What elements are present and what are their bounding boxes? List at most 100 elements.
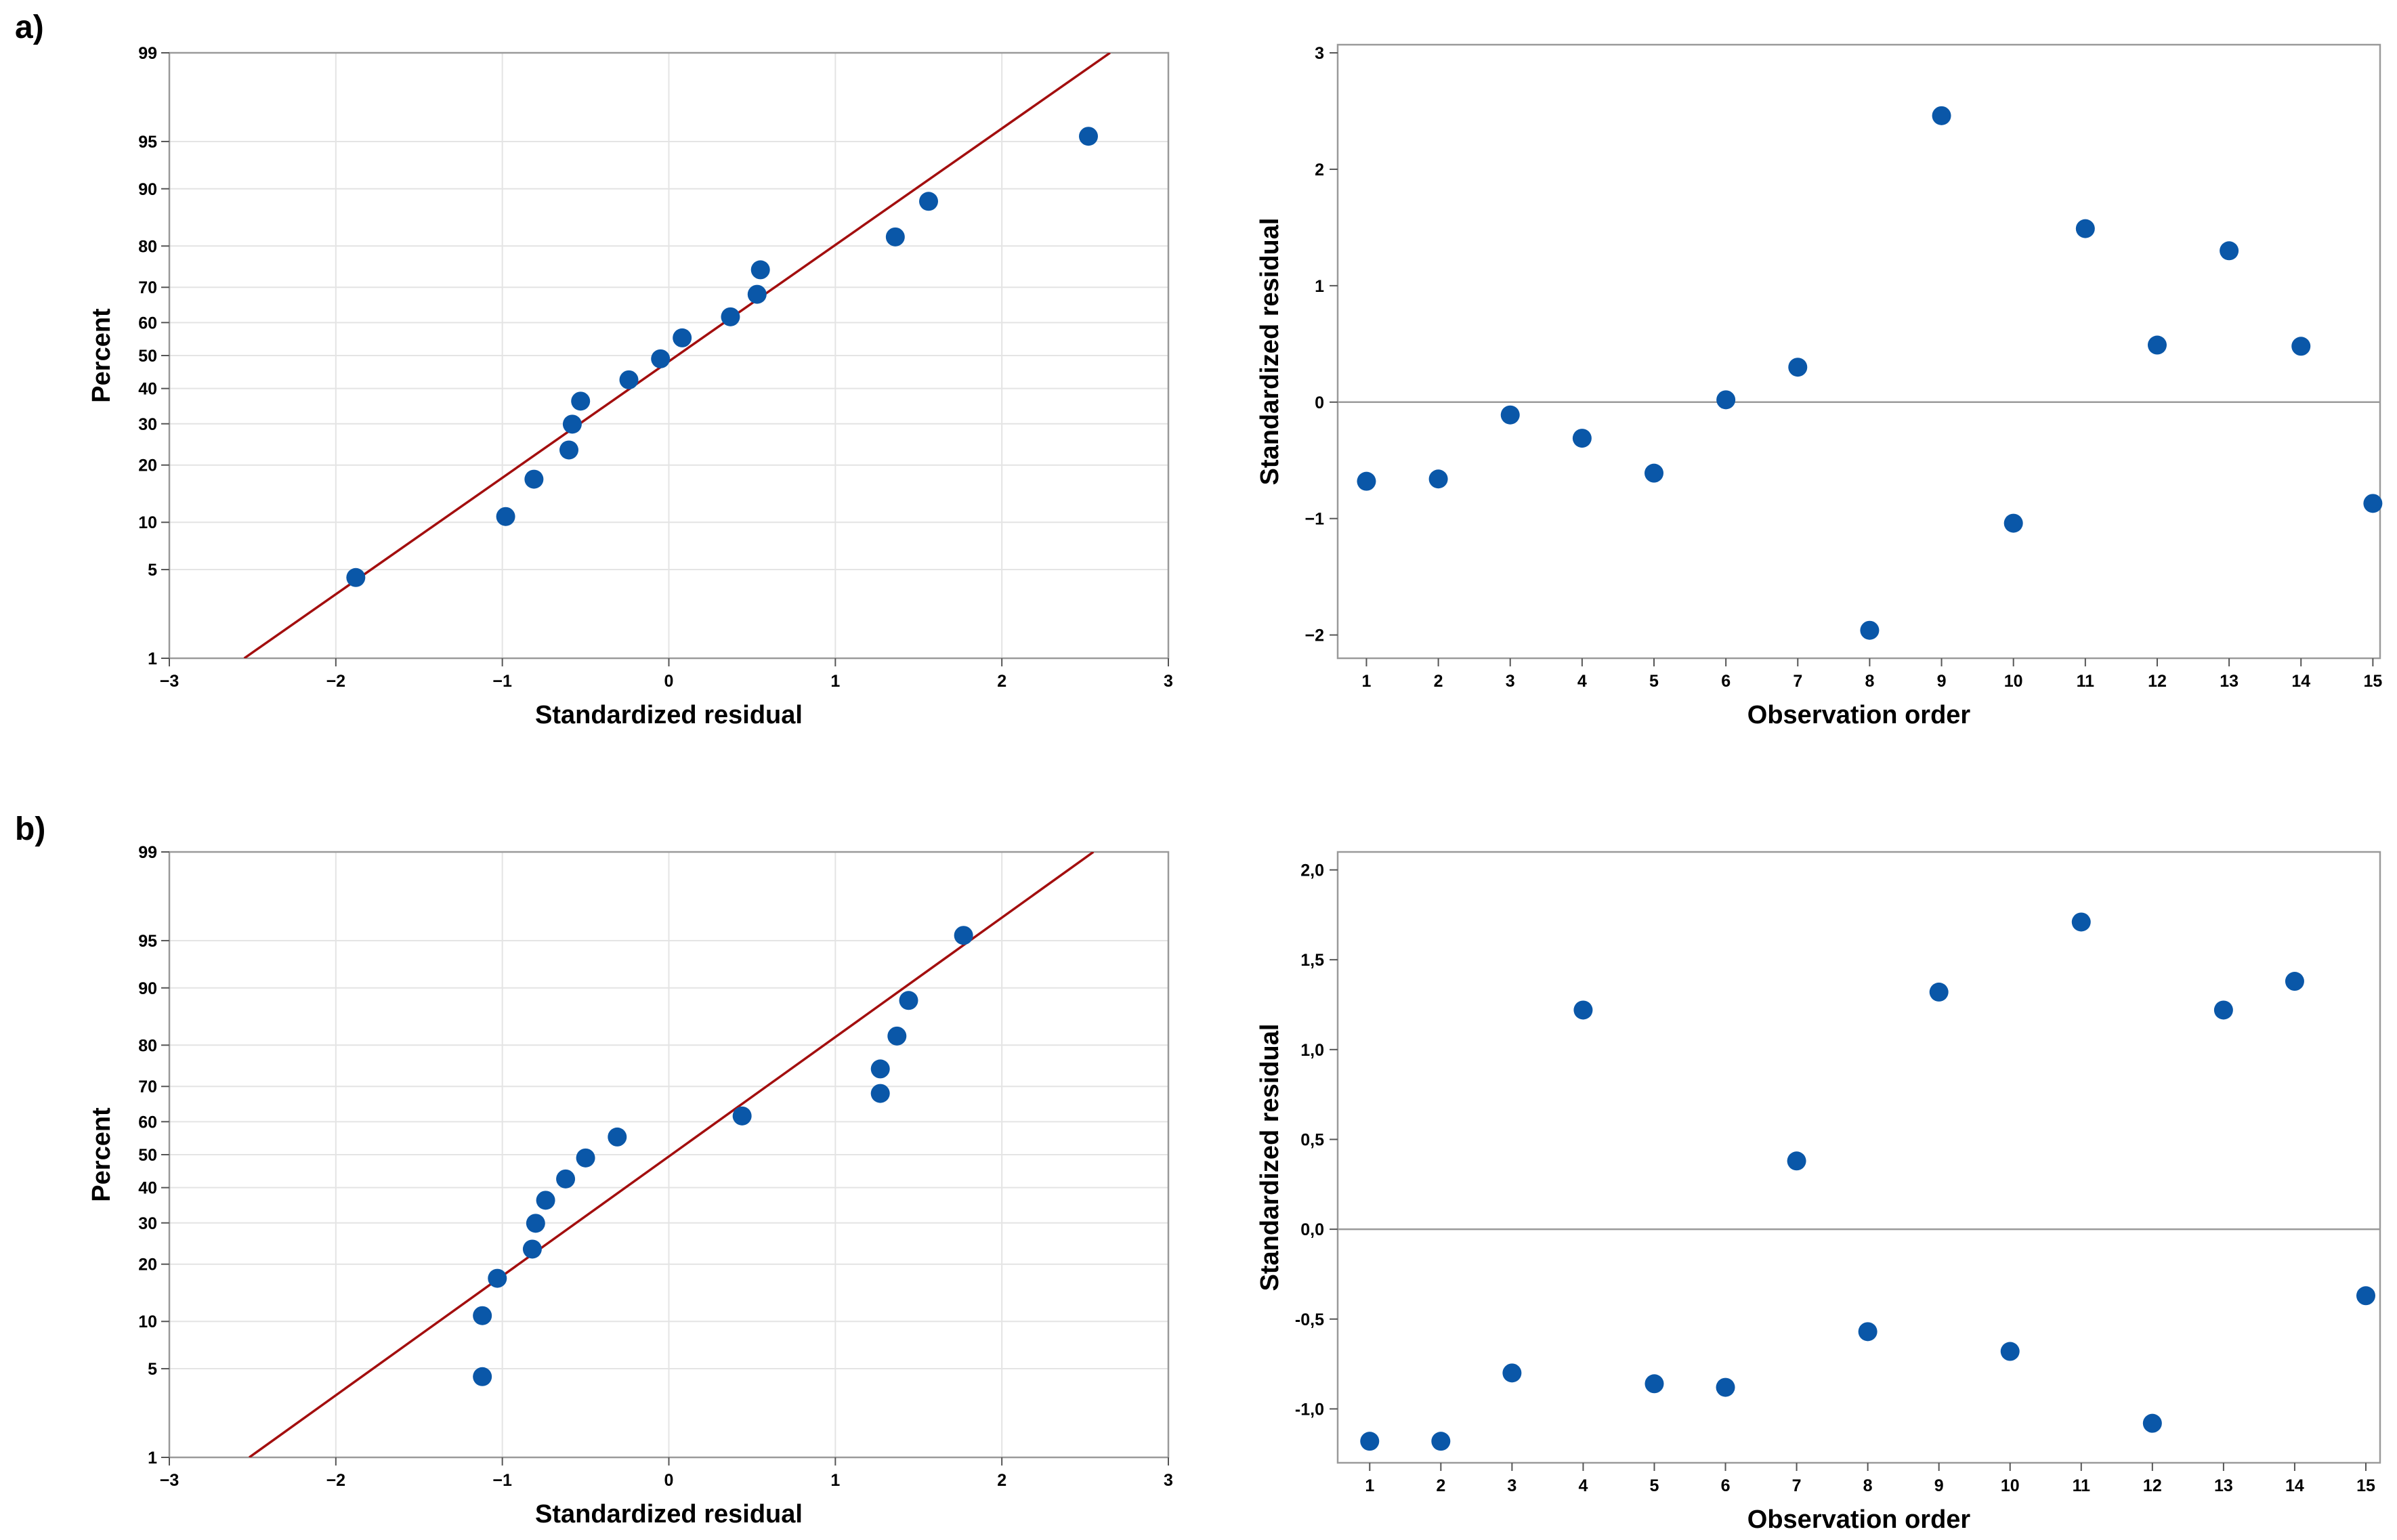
data-point [2071,912,2091,932]
y-tick-label: 80 [138,237,157,256]
x-tick-label: 1 [830,1471,840,1490]
y-tick-label: −1 [1304,510,1324,529]
x-tick-label: 9 [1937,672,1947,691]
x-tick-label: 12 [2143,1476,2162,1495]
data-point [2147,335,2167,355]
x-tick-label: 12 [2148,672,2167,691]
x-tick-label: 6 [1721,672,1731,691]
data-point [619,370,639,389]
data-point [2285,972,2304,991]
data-point [1645,463,1664,483]
data-point [608,1127,627,1147]
x-tick-label: 13 [2220,672,2239,691]
data-point [473,1367,492,1386]
y-tick-label: 70 [138,1077,157,1096]
y-tick-label: 5 [148,1360,157,1379]
x-tick-label: 3 [1506,672,1515,691]
x-tick-label: 0 [664,672,674,691]
x-tick-label: −1 [492,672,512,691]
y-tick-label: 70 [138,278,157,297]
data-point [750,260,770,280]
data-point [2363,494,2383,513]
data-point [1573,1000,1593,1020]
data-point [885,227,905,247]
data-point [1788,358,1808,377]
chart-b-residuals-vs-order: 1 2 3 4 5 6 7 8 9 10 11 12 13 14 15-1,0-0,50,00,51,01,… [1256,851,2381,1534]
y-tick-label: 30 [138,1214,157,1233]
y-tick-label: -0,5 [1295,1310,1324,1329]
x-tick-label: 11 [2073,1476,2091,1495]
x-tick-label: 7 [1793,672,1802,691]
panel-label-b: b) [15,811,45,847]
x-tick-label: 11 [2077,672,2095,691]
x-tick-label: −2 [326,672,346,691]
data-point [559,440,578,460]
chart-a-normal-probability: −3 −2 −1 0 1 2 3 1 5 10 20 30 40 50 60 70 80 90 95 99 Standa… [87,44,1173,729]
x-tick-label: 5 [1649,672,1659,691]
data-point [1860,620,1880,640]
x-tick-label: 4 [1578,1476,1588,1495]
data-point [732,1106,752,1126]
data-point [1645,1374,1664,1394]
x-tick-label: 15 [2363,672,2382,691]
data-point [2213,1000,2233,1020]
y-tick-label: 20 [138,456,157,475]
y-axis-title: Standardized residual [1256,1024,1284,1291]
x-tick-label: 5 [1650,1476,1659,1495]
data-point [870,1059,890,1079]
fit-line [248,852,1095,1457]
data-point [524,469,544,489]
y-tick-label: 60 [138,314,157,333]
data-point [721,307,740,326]
y-tick-label: 30 [138,415,157,434]
data-point [1858,1322,1878,1342]
data-point [576,1148,595,1168]
y-axis-title: Percent [87,1107,116,1202]
y-tick-label: 5 [148,561,157,580]
data-point [473,1306,492,1325]
x-tick-label: 2 [1436,1476,1445,1495]
data-point [526,1214,545,1233]
y-tick-label: -1,0 [1295,1400,1324,1419]
x-tick-label: 14 [2291,672,2310,691]
data-point [556,1169,576,1189]
data-point [1360,1432,1380,1451]
x-tick-label: 1 [830,672,840,691]
data-point [2003,513,2023,533]
y-tick-label: 1 [148,649,157,668]
x-axis-title: Observation order [1747,701,1971,729]
y-tick-label: 10 [138,1312,157,1331]
data-point [919,192,938,211]
y-tick-label: 50 [138,1146,157,1165]
data-point [1502,1363,1522,1383]
data-point [1500,405,1520,425]
y-tick-label: 1 [1315,277,1324,296]
chart-b-normal-probability: −3 −2 −1 0 1 2 3 1 5 10 20 30 40 50 60 70 80 90 95 99 Standa… [87,843,1173,1528]
y-tick-label: 10 [138,513,157,532]
data-point [536,1191,555,1210]
y-tick-label: 40 [138,380,157,399]
y-tick-label: 1,0 [1300,1041,1324,1060]
data-point [1431,1432,1451,1451]
x-tick-label: 9 [1934,1476,1944,1495]
x-tick-label: 14 [2285,1476,2304,1495]
data-point [1428,469,1448,489]
data-point [2000,1342,2020,1361]
x-tick-label: −1 [492,1471,512,1490]
data-point [651,349,671,368]
x-tick-label: 7 [1792,1476,1802,1495]
y-tick-label: 1 [148,1449,157,1468]
x-tick-label: −2 [326,1471,346,1490]
y-tick-label: 60 [138,1113,157,1132]
x-tick-label: 3 [1164,672,1173,691]
y-tick-label: 99 [138,44,157,63]
x-tick-label: 8 [1863,1476,1873,1495]
data-point [522,1239,542,1259]
y-tick-label: 95 [138,133,157,152]
x-axis-title: Standardized residual [535,701,803,729]
y-tick-label: 0 [1315,393,1324,412]
y-tick-label: 2,0 [1300,861,1324,880]
data-point [954,926,973,945]
data-point [346,568,366,587]
x-tick-label: 6 [1721,1476,1731,1495]
